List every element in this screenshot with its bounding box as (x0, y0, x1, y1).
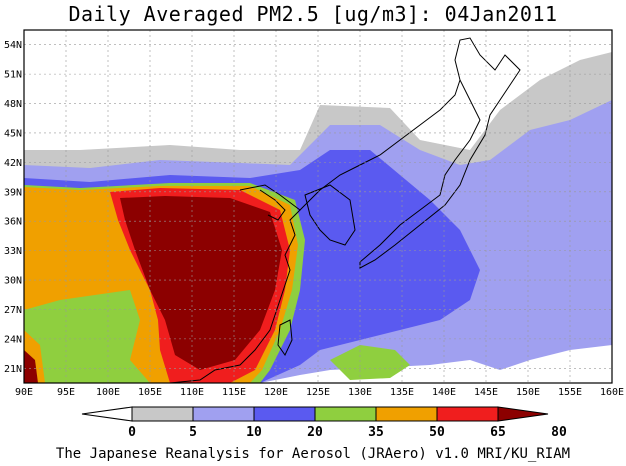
lat-label: 36N (4, 217, 22, 228)
lon-axis-labels: 90E 95E 100E 105E 110E 115E 120E 125E 130E 135E 14… (15, 387, 624, 398)
lon-label: 140E (432, 387, 456, 398)
colorbar: 0 5 10 20 35 50 65 80 (81, 406, 567, 440)
lon-label: 100E (96, 387, 120, 398)
lat-label: 51N (4, 70, 22, 81)
colorbar-swatch (314, 406, 377, 422)
lat-label: 21N (4, 364, 22, 375)
coast-bohai (259, 189, 286, 221)
lat-label: 54N (4, 40, 22, 51)
colorbar-label: 10 (246, 425, 262, 440)
colorbar-swatch (375, 406, 438, 422)
lat-label: 48N (4, 99, 22, 110)
lon-label: 125E (306, 387, 330, 398)
lon-label: 120E (264, 387, 288, 398)
colorbar-swatch (192, 406, 255, 422)
colorbar-label: 35 (368, 425, 384, 440)
lon-label: 135E (390, 387, 414, 398)
lon-label: 115E (222, 387, 246, 398)
lat-label: 27N (4, 305, 22, 316)
colorbar-label: 0 (128, 425, 136, 440)
lat-label: 30N (4, 276, 22, 287)
colorbar-label: 65 (490, 425, 506, 440)
map-footer: The Japanese Reanalysis for Aerosol (JRA… (55, 446, 571, 462)
lon-label: 90E (15, 387, 33, 398)
map-title: Daily Averaged PM2.5 [ug/m3]: 04Jan2011 (68, 2, 558, 26)
zone-sw-corner-core (24, 350, 38, 383)
colorbar-labels: 0 5 10 20 35 50 65 80 (128, 425, 567, 440)
colorbar-swatch (253, 406, 316, 422)
coast-china-korea (169, 184, 301, 384)
lon-label: 155E (558, 387, 582, 398)
lon-label: 160E (600, 387, 624, 398)
lon-label: 95E (57, 387, 75, 398)
lon-label: 145E (474, 387, 498, 398)
colorbar-swatches (81, 406, 549, 422)
lon-label: 110E (180, 387, 204, 398)
grid (24, 30, 612, 383)
coast-russia (299, 79, 461, 211)
zone-over-80 (120, 196, 282, 370)
coast-taiwan (277, 319, 293, 356)
colorbar-swatch (81, 406, 133, 422)
zone-35-50-south (330, 345, 410, 380)
lon-label: 150E (516, 387, 540, 398)
coast-japan (359, 37, 521, 269)
lat-label: 39N (4, 187, 22, 198)
lat-label: 45N (4, 128, 22, 139)
colorbar-label: 80 (551, 425, 567, 440)
lon-label: 130E (348, 387, 372, 398)
lat-axis-labels: 54N 51N 48N 45N 42N 39N 36N 33N 30N 27N 24N 21N (4, 40, 22, 375)
colorbar-swatch (131, 406, 194, 422)
lat-label: 33N (4, 246, 22, 257)
coast-korea (304, 184, 356, 246)
colorbar-label: 20 (307, 425, 323, 440)
lat-label: 42N (4, 158, 22, 169)
coastlines (169, 37, 521, 384)
colorbar-label: 50 (429, 425, 445, 440)
lat-label: 24N (4, 334, 22, 345)
plot-frame (23, 29, 613, 384)
lon-label: 105E (138, 387, 162, 398)
colorbar-swatch (497, 406, 549, 422)
colorbar-swatch (436, 406, 499, 422)
colorbar-label: 5 (189, 425, 197, 440)
